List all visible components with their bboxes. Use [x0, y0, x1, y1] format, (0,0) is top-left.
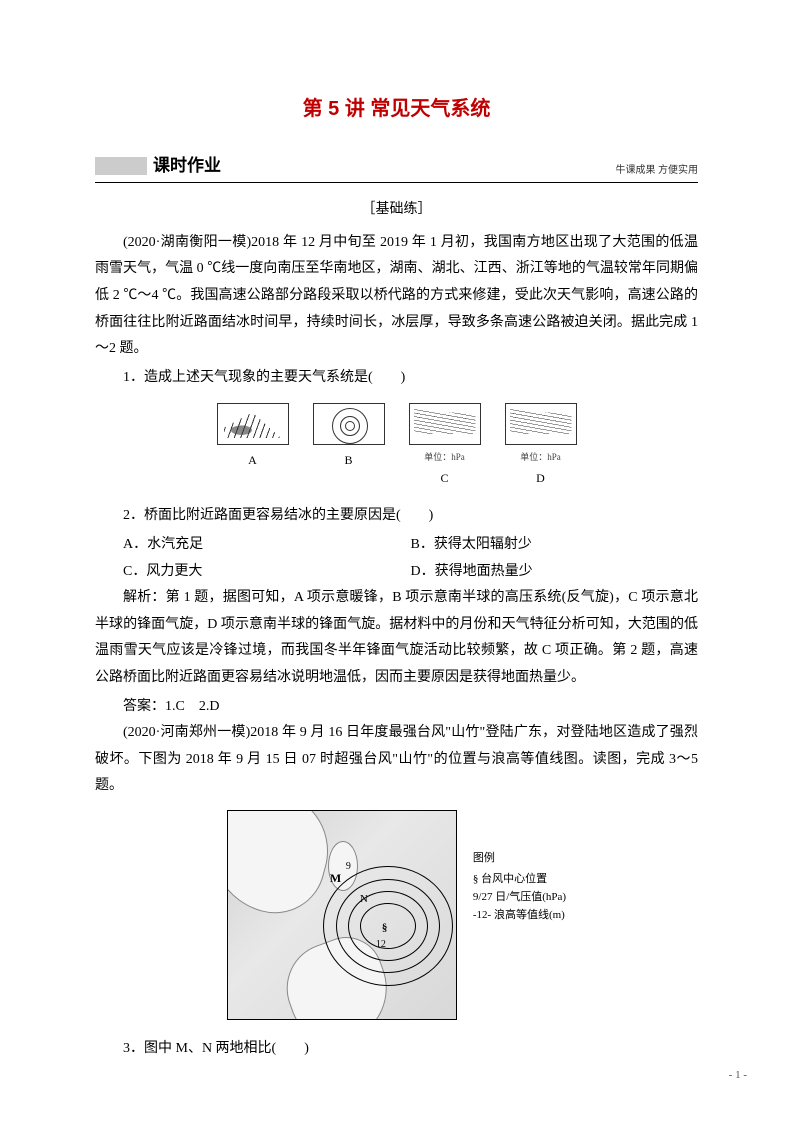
- map-container: § M N 9 12 图例 § 台风中心位置 9/27 日/气压值(hPa) -…: [95, 810, 698, 1020]
- q2-option-c: C．风力更大: [123, 559, 411, 586]
- legend-item-3: -12- 浪高等值线(m): [473, 907, 566, 925]
- question-3: 3．图中 M、N 两地相比( ): [95, 1036, 698, 1063]
- page-number: - 1 -: [729, 1065, 747, 1086]
- diagram-unit-d: 单位：hPa: [505, 449, 577, 466]
- diagram-label-d: D: [505, 467, 577, 490]
- map-label-9: 9: [346, 857, 351, 876]
- cyclone-north-icon: [409, 403, 481, 445]
- section-right-note: 牛课成果 方便实用: [616, 161, 699, 180]
- map-landmass-1: [227, 810, 341, 924]
- contour-line-4: [360, 903, 416, 949]
- legend-title: 图例: [473, 850, 566, 868]
- subtitle: ［基础练］: [95, 197, 698, 224]
- diagram-unit-c: 单位：hPa: [409, 449, 481, 466]
- anticyclone-icon: [313, 403, 385, 445]
- q2-option-d: D．获得地面热量少: [411, 559, 699, 586]
- passage-1: (2020·湖南衡阳一模)2018 年 12 月中旬至 2019 年 1 月初，…: [95, 230, 698, 363]
- map-label-n: N: [360, 889, 368, 910]
- legend-item-2: 9/27 日/气压值(hPa): [473, 889, 566, 907]
- q2-options-row-2: C．风力更大 D．获得地面热量少: [123, 559, 698, 586]
- diagram-row: A B 单位：hPa C 单位：hPa D: [95, 403, 698, 489]
- diagram-label-c: C: [409, 467, 481, 490]
- diagram-label-b: B: [313, 449, 385, 472]
- q2-option-b: B．获得太阳辐射少: [411, 532, 699, 559]
- diagram-b: B: [313, 403, 385, 489]
- legend-item-1: § 台风中心位置: [473, 871, 566, 889]
- explanation-1: 解析：第 1 题，据图可知，A 项示意暖锋，B 项示意南半球的高压系统(反气旋)…: [95, 585, 698, 691]
- diagram-d: 单位：hPa D: [505, 403, 577, 489]
- answer-1: 答案：1.C 2.D: [95, 694, 698, 721]
- map-legend: 图例 § 台风中心位置 9/27 日/气压值(hPa) -12- 浪高等值线(m…: [473, 850, 566, 924]
- section-label: 课时作业: [153, 150, 221, 182]
- section-grey-box: [95, 157, 147, 175]
- page-title: 第 5 讲 常见天气系统: [95, 90, 698, 128]
- section-header: 课时作业 牛课成果 方便实用: [95, 150, 698, 183]
- cyclone-south-icon: [505, 403, 577, 445]
- diagram-a: A: [217, 403, 289, 489]
- q2-option-a: A．水汽充足: [123, 532, 411, 559]
- question-1: 1．造成上述天气现象的主要天气系统是( ): [95, 365, 698, 392]
- question-2: 2．桥面比附近路面更容易结冰的主要原因是( ): [95, 503, 698, 530]
- passage-2: (2020·河南郑州一模)2018 年 9 月 16 日年度最强台风"山竹"登陆…: [95, 720, 698, 800]
- typhoon-map: § M N 9 12: [227, 810, 457, 1020]
- map-label-12: 12: [376, 935, 386, 954]
- diagram-label-a: A: [217, 449, 289, 472]
- diagram-c: 单位：hPa C: [409, 403, 481, 489]
- map-label-m: M: [330, 867, 341, 890]
- q2-options-row-1: A．水汽充足 B．获得太阳辐射少: [123, 532, 698, 559]
- warm-front-icon: [217, 403, 289, 445]
